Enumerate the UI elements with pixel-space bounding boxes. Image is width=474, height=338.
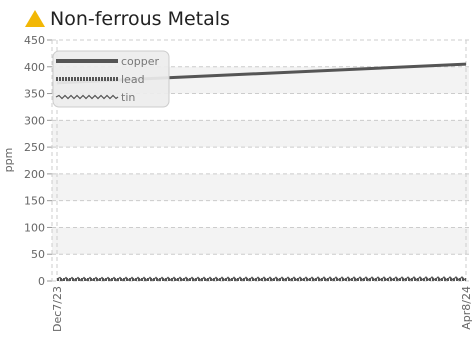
legend-item-lead[interactable]: lead	[56, 73, 145, 86]
grid-band	[52, 120, 469, 148]
x-tick-label: Apr8/24	[460, 286, 473, 330]
legend-item-copper[interactable]: copper	[56, 55, 160, 68]
y-tick-labels: 0 50 100 150 200 250 300 350 400 450	[24, 34, 45, 288]
legend-swatch	[55, 94, 119, 100]
grid-lines	[47, 39, 469, 282]
y-tick-label: 0	[38, 275, 45, 288]
y-tick-label: 200	[24, 168, 45, 181]
chart-title-text: Non-ferrous Metals	[50, 8, 230, 30]
warning-triangle-icon	[25, 10, 45, 27]
grid-band	[52, 173, 469, 201]
legend-label: lead	[121, 73, 145, 86]
legend-label: copper	[121, 55, 160, 68]
grid-band	[52, 227, 469, 255]
y-tick-label: 400	[24, 61, 45, 74]
y-tick-label: 150	[24, 195, 45, 208]
y-tick-label: 50	[31, 248, 45, 261]
x-tick-labels: Dec7/23 Apr8/24	[51, 286, 473, 332]
legend-label: tin	[121, 91, 135, 104]
legend[interactable]: copper lead tin	[52, 50, 170, 108]
y-tick-label: 300	[24, 114, 45, 127]
y-tick-label: 100	[24, 221, 45, 234]
y-tick-label: 250	[24, 141, 45, 154]
x-tick-label: Dec7/23	[51, 286, 64, 332]
y-tick-label: 450	[24, 34, 45, 47]
chart-title: Non-ferrous Metals	[25, 8, 230, 30]
y-axis-label: ppm	[2, 148, 15, 173]
series-line-tin	[56, 276, 467, 281]
legend-item-tin[interactable]: tin	[55, 91, 135, 104]
y-tick-label: 350	[24, 88, 45, 101]
